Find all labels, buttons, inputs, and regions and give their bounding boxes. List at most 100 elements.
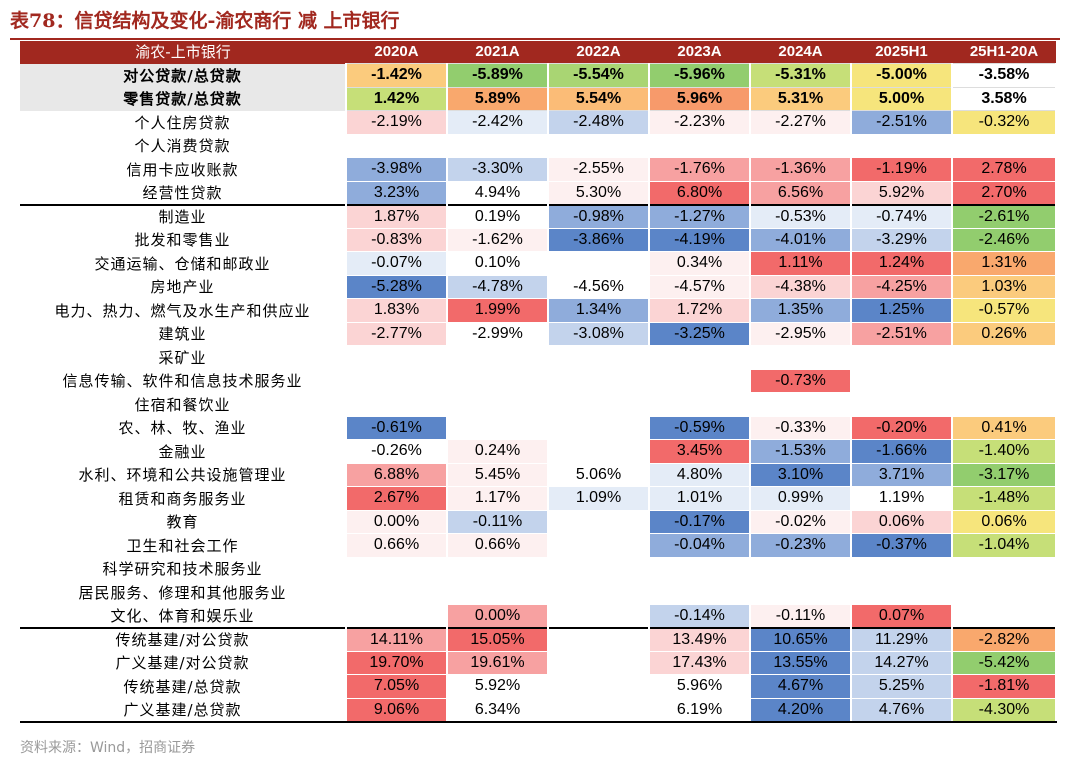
- table-cell: 0.24%: [446, 439, 549, 464]
- table-cell: [648, 580, 751, 605]
- table-cell: -5.89%: [446, 63, 549, 88]
- table-cell: 6.34%: [446, 697, 549, 723]
- table-cell: 5.06%: [547, 462, 650, 487]
- table-cell: -3.29%: [850, 227, 953, 252]
- table-row: 交通运输、仓储和邮政业 -0.07% 0.10% 0.34% 1.11% 1.24% 1.3…: [20, 251, 1057, 276]
- table-cell: -2.55%: [547, 157, 650, 182]
- table-cell: 1.31%: [951, 251, 1057, 276]
- table-cell: -2.23%: [648, 110, 751, 135]
- table-cell: -2.48%: [547, 110, 650, 135]
- table-cell: -3.17%: [951, 462, 1057, 487]
- table-header-row: 渝农-上市银行 2020A 2021A 2022A 2023A 2024A 20…: [20, 41, 1056, 64]
- table-cell: [648, 556, 751, 581]
- table-cell: 0.34%: [648, 251, 751, 276]
- table-cell: -2.61%: [951, 203, 1057, 229]
- table-row: 水利、环境和公共设施管理业 6.88% 5.45% 5.06% 4.80% 3.10% 3.…: [20, 462, 1057, 487]
- header-cell-2021a: 2021A: [447, 41, 548, 64]
- table-row: 住宿和餐饮业: [20, 392, 1057, 417]
- table-row: 建筑业 -2.77% -2.99% -3.08% -3.25% -2.95% -2.51% 0…: [20, 321, 1057, 346]
- table-cell: -4.78%: [446, 274, 549, 299]
- table-cell: [446, 345, 549, 370]
- table-cell: [951, 580, 1057, 605]
- table-cell: [547, 556, 650, 581]
- table-cell: [345, 392, 448, 417]
- table-row: 广义基建/总贷款 9.06% 6.34% 6.19% 4.20% 4.76% -4.30%: [20, 697, 1057, 723]
- table-cell: [749, 392, 852, 417]
- table-cell: 0.19%: [446, 203, 549, 229]
- table-cell: 3.10%: [749, 462, 852, 487]
- row-label: 教育: [166, 513, 199, 532]
- table-cell: -0.53%: [749, 203, 852, 229]
- table-cell: 1.34%: [547, 298, 650, 323]
- table-cell: -3.30%: [446, 157, 549, 182]
- table-cell: 5.00%: [850, 86, 953, 111]
- row-label: 农、林、牧、渔业: [118, 419, 247, 438]
- table-cell: 1.01%: [648, 486, 751, 511]
- table-row: 卫生和社会工作 0.66% 0.66% -0.04% -0.23% -0.37% -1.04…: [20, 533, 1057, 558]
- row-label: 经营性贷款: [142, 183, 223, 202]
- table-row: 科学研究和技术服务业: [20, 556, 1057, 581]
- table-cell: [648, 345, 751, 370]
- table-cell: -1.76%: [648, 157, 751, 182]
- table-cell: 0.66%: [446, 533, 549, 558]
- table-cell: [345, 345, 448, 370]
- table-row: 采矿业: [20, 345, 1057, 370]
- table-cell: [951, 368, 1057, 393]
- table-cell: -3.86%: [547, 227, 650, 252]
- table-cell: [850, 345, 953, 370]
- row-label: 建筑业: [158, 325, 207, 344]
- table-cell: [749, 133, 852, 158]
- header-cell-2020a: 2020A: [346, 41, 447, 64]
- table-cell: 6.19%: [648, 697, 751, 723]
- table-cell: [446, 580, 549, 605]
- table-cell: 4.67%: [749, 674, 852, 699]
- header-cell-label: 渝农-上市银行: [20, 41, 346, 64]
- table-cell: 3.23%: [345, 180, 448, 205]
- table-cell: [547, 697, 650, 723]
- table-cell: -0.11%: [446, 509, 549, 534]
- row-label: 卫生和社会工作: [126, 536, 239, 555]
- row-label: 金融业: [158, 442, 207, 461]
- row-label: 个人住房贷款: [134, 113, 231, 132]
- table-row: 个人住房贷款 -2.19% -2.42% -2.48% -2.23% -2.27% -2.5…: [20, 110, 1057, 135]
- table-cell: 0.07%: [850, 603, 953, 628]
- table-cell: 1.72%: [648, 298, 751, 323]
- loan-structure-table: 渝农-上市银行 2020A 2021A 2022A 2023A 2024A 20…: [20, 41, 1057, 723]
- table-cell: [345, 133, 448, 158]
- table-cell: [749, 556, 852, 581]
- table-cell: 13.55%: [749, 650, 852, 675]
- table-cell: -4.30%: [951, 697, 1057, 723]
- table-cell: 1.09%: [547, 486, 650, 511]
- table-cell: -1.81%: [951, 674, 1057, 699]
- table-cell: 4.76%: [850, 697, 953, 723]
- table-cell: -2.42%: [446, 110, 549, 135]
- table-cell: -1.36%: [749, 157, 852, 182]
- table-cell: -0.02%: [749, 509, 852, 534]
- table-cell: 6.56%: [749, 180, 852, 205]
- table-cell: -4.38%: [749, 274, 852, 299]
- table-cell: -0.59%: [648, 415, 751, 440]
- table-cell: -1.66%: [850, 439, 953, 464]
- table-cell: [648, 368, 751, 393]
- row-label: 零售贷款/总贷款: [20, 87, 346, 111]
- table-cell: -4.01%: [749, 227, 852, 252]
- table-cell: [547, 345, 650, 370]
- header-cell-2025h1: 2025H1: [851, 41, 952, 64]
- table-cell: 5.92%: [446, 674, 549, 699]
- table-cell: -1.04%: [951, 533, 1057, 558]
- table-cell: [446, 556, 549, 581]
- table-row: 居民服务、修理和其他服务业: [20, 580, 1057, 605]
- table-cell: [345, 368, 448, 393]
- table-cell: [850, 392, 953, 417]
- table-cell: 5.30%: [547, 180, 650, 205]
- table-cell: 5.31%: [749, 86, 852, 111]
- table-cell: -5.00%: [850, 63, 953, 88]
- table-row: 租赁和商务服务业 2.67% 1.17% 1.09% 1.01% 0.99% 1.19% -1…: [20, 486, 1057, 511]
- table-row: 文化、体育和娱乐业 0.00% -0.14% -0.11% 0.07%: [20, 603, 1057, 628]
- table-cell: -4.19%: [648, 227, 751, 252]
- row-label: 对公贷款/总贷款: [20, 63, 346, 87]
- table-cell: 1.35%: [749, 298, 852, 323]
- table-cell: [951, 345, 1057, 370]
- table-cell: [850, 556, 953, 581]
- table-cell: [547, 439, 650, 464]
